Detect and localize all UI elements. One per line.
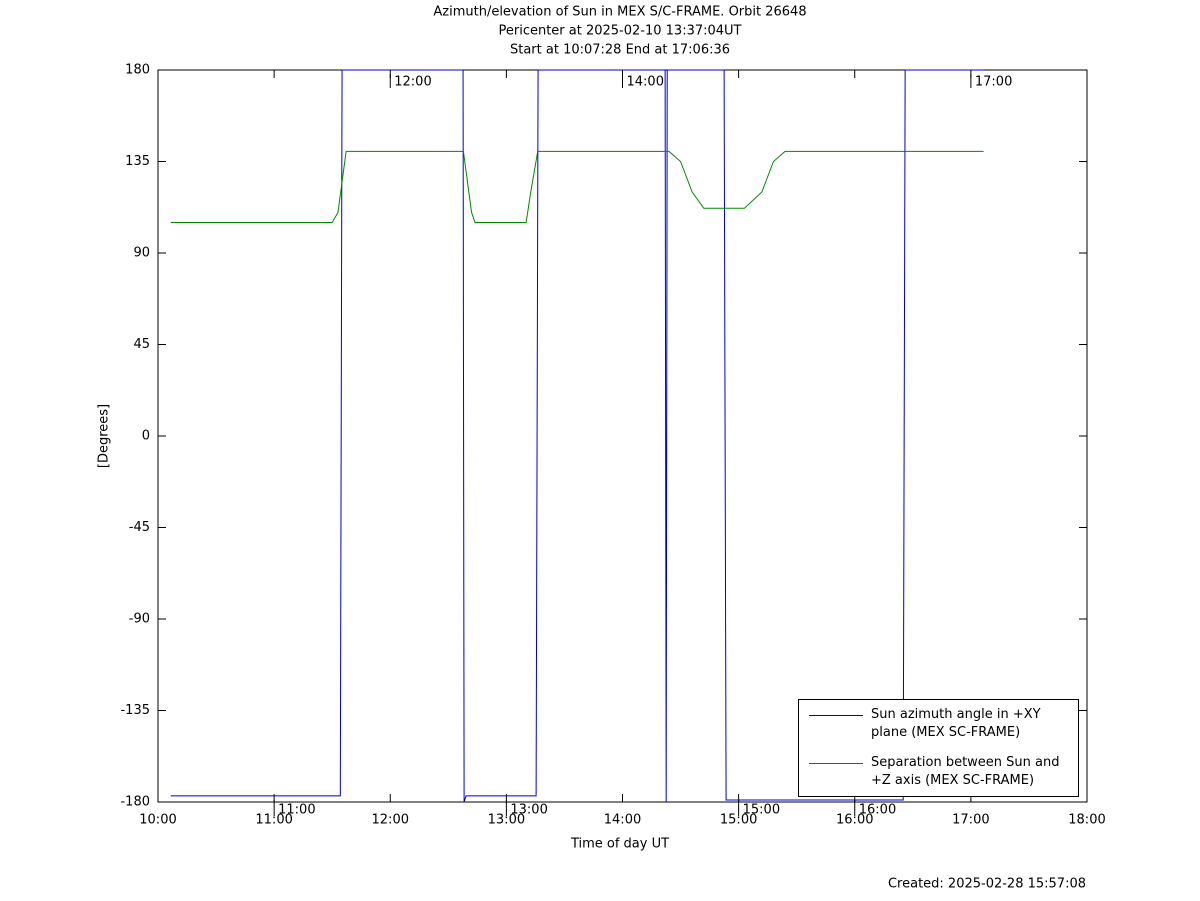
y-tick-label: -135: [120, 703, 150, 718]
plot-frame: [157, 69, 1088, 803]
x-tick-label: 16:00: [836, 813, 873, 828]
annotation-label: 15:00: [743, 803, 780, 818]
x-tick-label: 18:00: [1068, 813, 1105, 828]
legend-swatch: [809, 715, 863, 716]
annotation-label: 17:00: [975, 75, 1012, 90]
legend-entry: Sun azimuth angle in +XY plane (MEX SC-F…: [809, 706, 1061, 742]
chart-title: Azimuth/elevation of Sun in MEX S/C-FRAM…: [433, 5, 806, 20]
subtitle: Start at 10:07:28 End at 17:06:36: [510, 43, 730, 58]
y-tick-label: 0: [142, 429, 150, 444]
y-tick-label: -45: [129, 520, 150, 535]
y-tick-label: 45: [133, 337, 150, 352]
x-tick-label: 11:00: [255, 813, 292, 828]
series-line: [170, 150, 984, 223]
x-axis-label: Time of day UT: [570, 837, 669, 852]
x-tick-label: 14:00: [604, 813, 641, 828]
annotation-label: 11:00: [278, 803, 315, 818]
annotation-label: 12:00: [394, 75, 431, 90]
y-tick-label: 180: [125, 63, 150, 78]
legend-entry: Separation between Sun and +Z axis (MEX …: [809, 754, 1061, 790]
y-tick-label: -180: [120, 795, 150, 810]
series-line: [170, 69, 984, 803]
legend-label: Separation between Sun and +Z axis (MEX …: [871, 755, 1060, 788]
y-tick-label: 135: [125, 154, 150, 169]
y-tick-label: -90: [129, 612, 150, 627]
x-tick-label: 15:00: [720, 813, 757, 828]
annotation-label: 14:00: [627, 75, 664, 90]
x-tick-label: 12:00: [372, 813, 409, 828]
x-tick-label: 13:00: [488, 813, 525, 828]
y-axis-label: [Degrees]: [97, 404, 112, 468]
x-tick-label: 10:00: [139, 813, 176, 828]
y-tick-label: 90: [133, 246, 150, 261]
x-tick-label: 17:00: [952, 813, 989, 828]
annotation-label: 16:00: [859, 803, 896, 818]
legend-label: Sun azimuth angle in +XY plane (MEX SC-F…: [871, 707, 1041, 740]
created-note: Created: 2025-02-28 15:57:08: [888, 877, 1086, 892]
legend-swatch: [809, 763, 863, 764]
legend: Sun azimuth angle in +XY plane (MEX SC-F…: [798, 699, 1079, 797]
annotation-label: 13:00: [510, 803, 547, 818]
subtitle: Pericenter at 2025-02-10 13:37:04UT: [498, 24, 741, 39]
